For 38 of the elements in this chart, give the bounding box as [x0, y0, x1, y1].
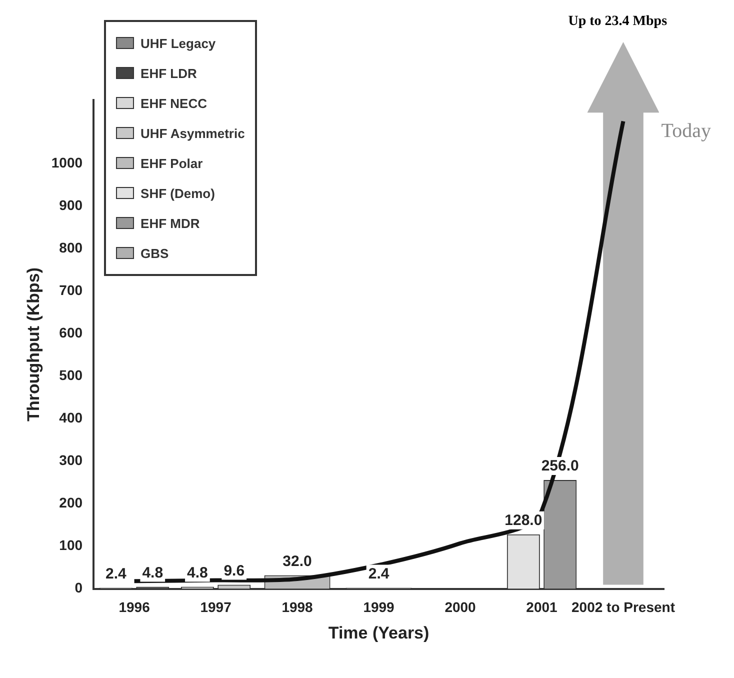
data-label: 2.4 [368, 565, 390, 582]
legend-label: SHF (Demo) [140, 184, 216, 203]
x-tick-label: 2001 [526, 599, 558, 616]
y-tick-label: 800 [59, 240, 83, 256]
y-tick-label: 200 [59, 494, 83, 511]
data-label: 256.0 [541, 458, 579, 475]
legend-label: EHF LDR [140, 64, 198, 82]
x-tick-label: 2000 [444, 599, 476, 616]
y-tick-label: 0 [74, 580, 83, 596]
y-tick-label: 100 [59, 537, 83, 554]
legend-label: EHF MDR [140, 214, 201, 232]
x-axis-title: Time (Years) [328, 623, 430, 642]
data-label: 2.4 [106, 565, 128, 582]
data-label: 32.0 [282, 552, 312, 570]
legend-label: GBS [140, 244, 170, 262]
annotation: Today [661, 120, 711, 143]
text: Up to 23.4 Mbps [568, 14, 668, 30]
x-tick-label: 1998 [282, 599, 314, 616]
legend-label: EHF Polar [140, 154, 204, 172]
legend-label: UHF Asymmetric [140, 124, 245, 143]
data-label: 128.0 [504, 512, 542, 530]
x-tick-label: 1999 [363, 599, 395, 616]
legend-label: UHF Legacy [140, 34, 217, 53]
y-tick-label: 900 [59, 197, 83, 214]
y-tick-label: 700 [59, 282, 83, 298]
legend-label: EHF NECC [140, 94, 208, 112]
data-label: 9.6 [224, 562, 245, 580]
y-tick-label: 400 [59, 410, 83, 426]
x-tick-label: 2002 to Present [572, 599, 676, 616]
y-axis-title: Throughput (Kbps) [24, 267, 43, 422]
y-tick-label: 500 [59, 367, 83, 384]
y-tick-label: 1000 [51, 154, 83, 171]
data-label: 4.8 [142, 564, 164, 582]
x-tick-label: 1997 [200, 599, 232, 616]
data-label: 4.8 [187, 564, 208, 582]
y-tick-label: 300 [59, 452, 83, 468]
y-tick-label: 600 [59, 324, 83, 341]
x-tick-label: 1996 [118, 599, 150, 616]
